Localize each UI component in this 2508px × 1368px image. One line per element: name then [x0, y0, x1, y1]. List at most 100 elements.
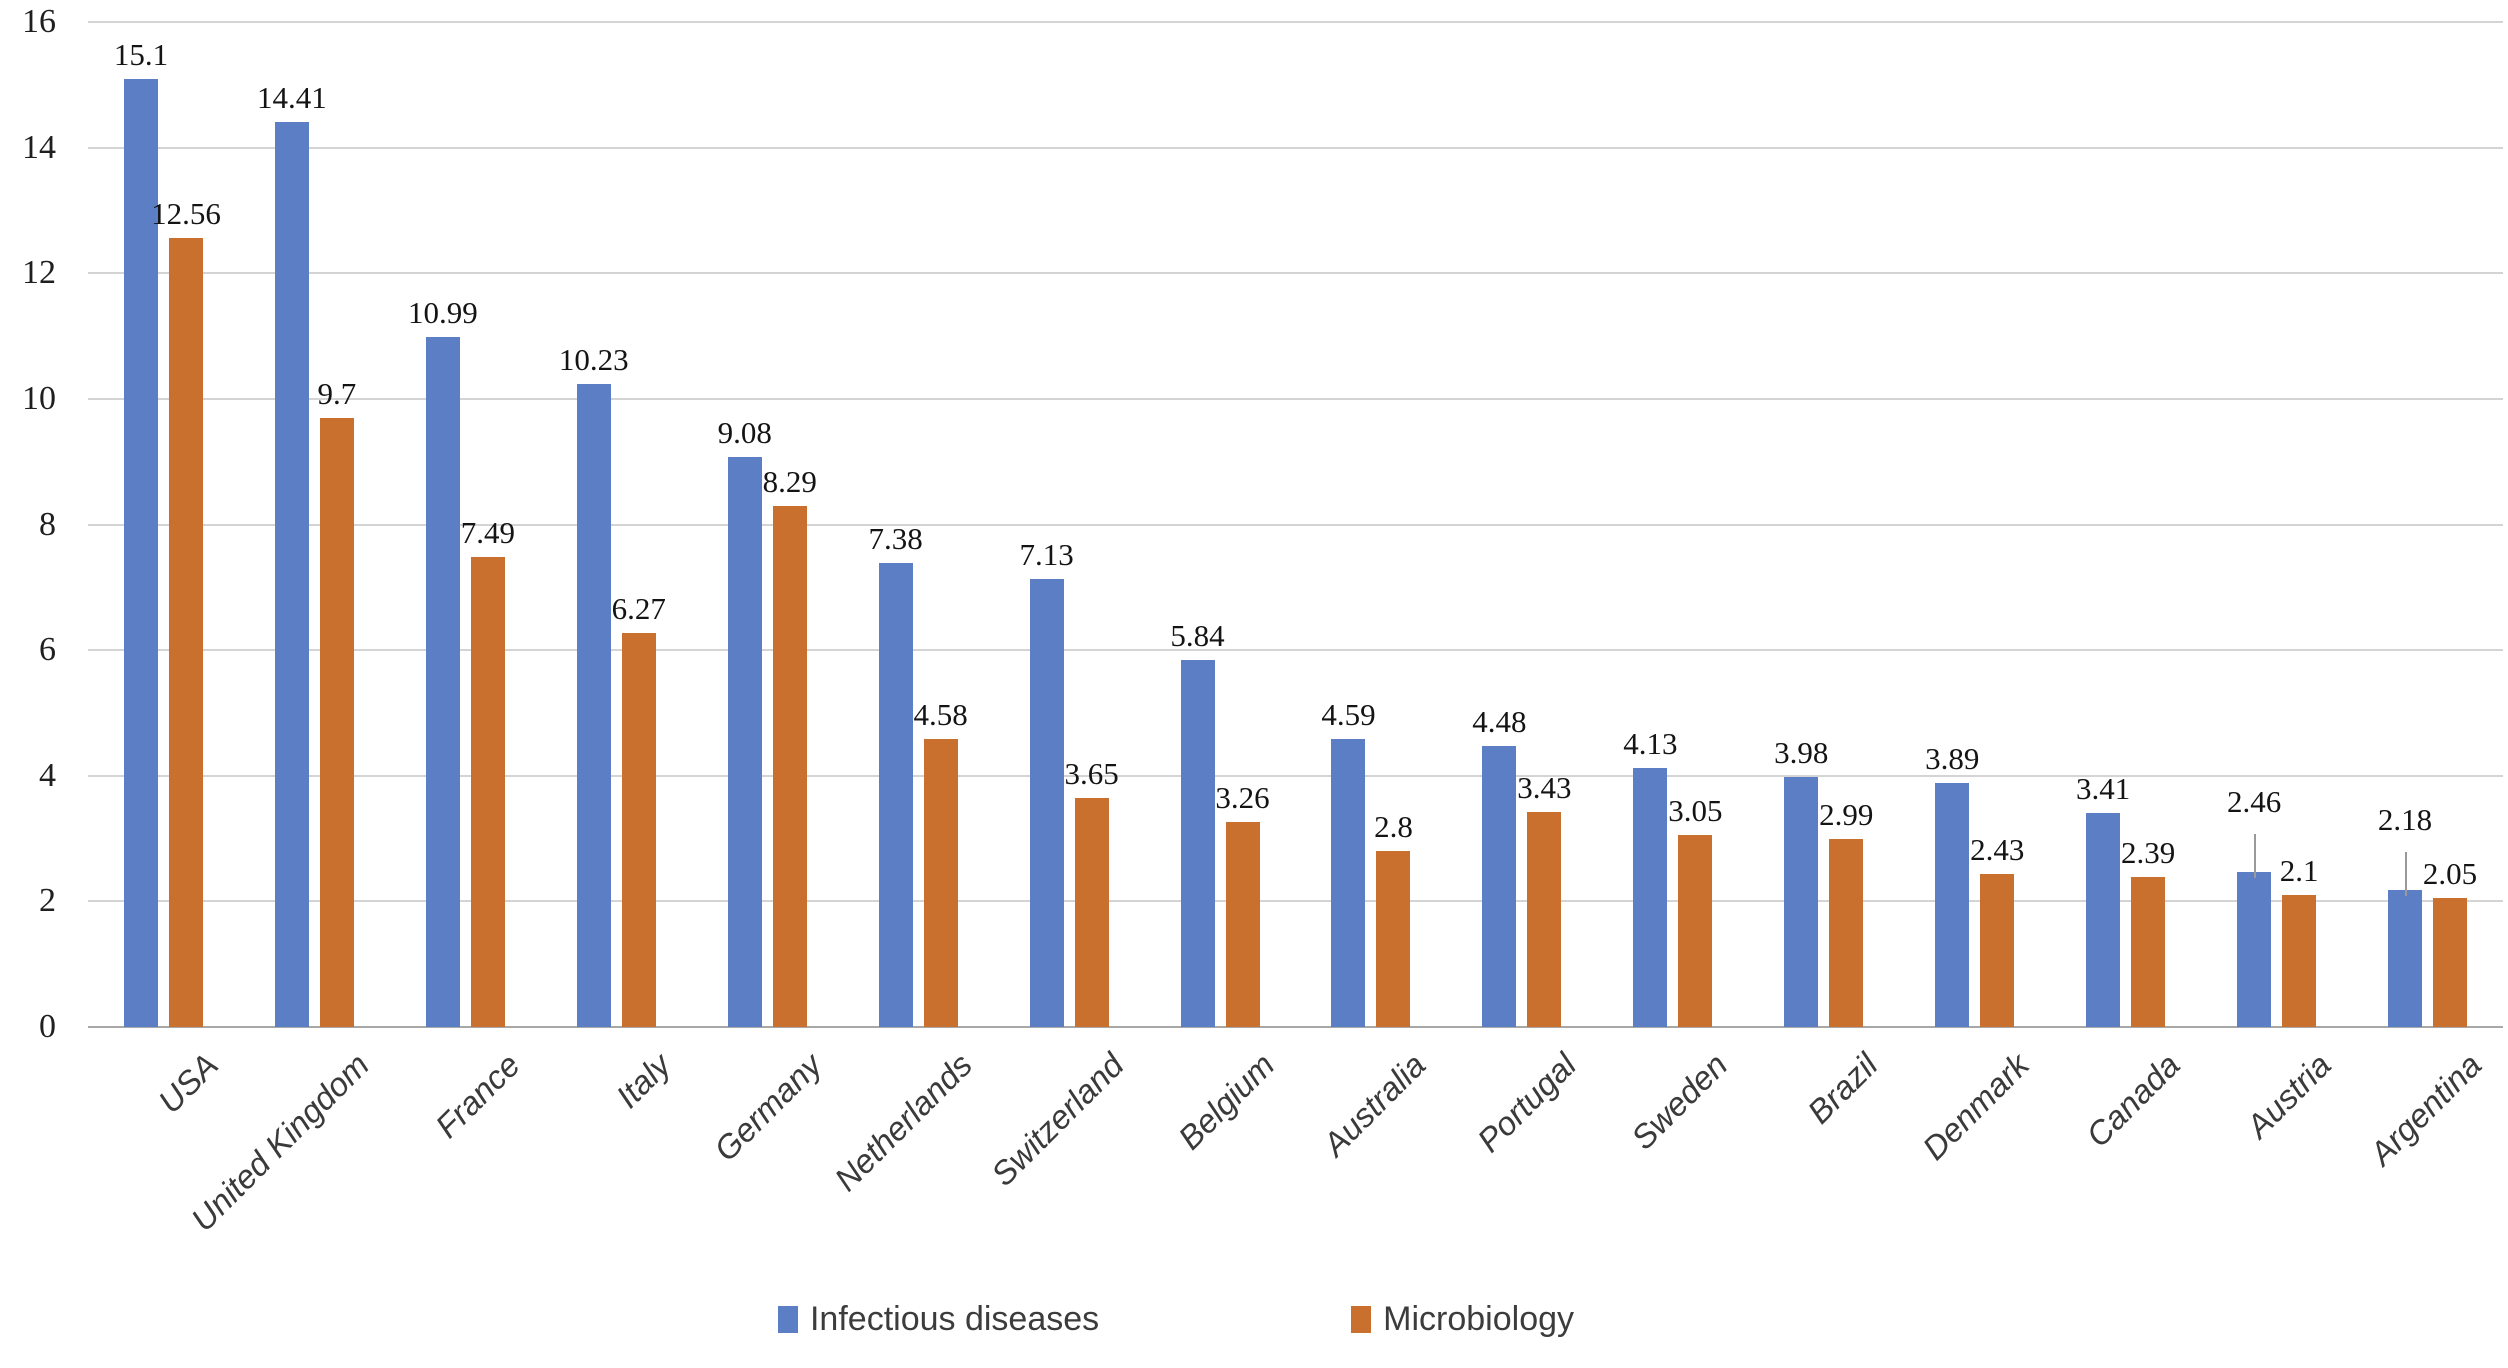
- x-tick-label: Australia: [1315, 1046, 1433, 1163]
- bar-microbiology-netherlands: 4.58: [914, 699, 968, 1027]
- bar-infectious-diseases-belgium: 5.84: [1170, 620, 1225, 1027]
- bar-value-label: 3.98: [1774, 735, 1829, 770]
- bar-value-label: 3.26: [1215, 780, 1270, 816]
- bar-infectious-diseases-brazil: 3.98: [1774, 737, 1828, 1027]
- bar-microbiology-australia: 2.8: [1374, 811, 1413, 1027]
- y-tick-label: 8: [39, 505, 56, 543]
- bar-infectious-diseases-usa: 15.1: [114, 38, 168, 1027]
- bar-value-label: 5.84: [1170, 618, 1225, 654]
- bar-microbiology-italy: 6.27: [612, 593, 666, 1027]
- x-tick-label: Germany: [706, 1046, 829, 1169]
- legend-label-infectious-diseases: Infectious diseases: [809, 1300, 1100, 1338]
- y-tick-label: 16: [22, 3, 56, 40]
- bar-microbiology-united-kingdom: 9.7: [318, 377, 356, 1027]
- bar-value-label: 2.43: [1970, 832, 2025, 868]
- chart-legend: Infectious diseases Microbiology: [0, 1300, 2430, 1339]
- bar-infectious-diseases-sweden: 4.13: [1623, 727, 1677, 1027]
- data-label-leader-line: [2405, 852, 2408, 897]
- bar-microbiology-austria: 2.1: [2280, 855, 2318, 1027]
- bar-microbiology-portugal: 3.43: [1517, 771, 1572, 1027]
- bar-infectious-diseases-france: 10.99: [408, 296, 478, 1027]
- bar-value-label: 4.48: [1472, 703, 1527, 739]
- x-tick-label: Sweden: [1623, 1046, 1735, 1157]
- bar-value-label: 10.23: [558, 342, 629, 378]
- x-tick-label: Austria: [2238, 1046, 2338, 1145]
- bar-infectious-diseases-united-kingdom: 14.41: [257, 81, 327, 1027]
- bar-value-label: 7.13: [1019, 537, 1074, 573]
- y-gridline: [88, 900, 2503, 903]
- bar-value-label: 10.99: [407, 294, 478, 330]
- bar-value-label: 2.39: [2121, 834, 2176, 870]
- bar-microbiology-switzerland: 3.65: [1064, 757, 1119, 1027]
- bar-value-label: 14.41: [257, 79, 327, 115]
- bar-infectious-diseases-netherlands: 7.38: [869, 523, 923, 1027]
- bar-infectious-diseases-germany: 9.08: [718, 416, 772, 1027]
- bar-value-label: 8.29: [762, 464, 817, 500]
- bar-value-label: 3.41: [2076, 770, 2131, 806]
- bar-value-label: 3.89: [1925, 740, 1980, 776]
- y-gridline: [88, 523, 2503, 526]
- x-axis-line: [88, 1026, 2503, 1028]
- bar-value-label: 4.13: [1623, 725, 1678, 761]
- y-tick-label: 12: [22, 254, 56, 292]
- bar-infectious-diseases-austria: 2.46: [2227, 786, 2281, 1027]
- bar-value-label: 2.1: [2279, 853, 2319, 889]
- legend-item-microbiology: Microbiology: [1351, 1300, 1574, 1339]
- bar-infectious-diseases-australia: 4.59: [1321, 698, 1376, 1027]
- bar-value-label: 3.43: [1517, 769, 1572, 805]
- x-tick-label: Denmark: [1915, 1046, 2036, 1167]
- bar-value-label: 2.05: [2422, 856, 2478, 892]
- bar-value-label: 2.8: [1374, 809, 1413, 845]
- y-gridline: [88, 774, 2503, 777]
- bar-infectious-diseases-switzerland: 7.13: [1019, 539, 1074, 1027]
- bar-value-label: 2.46: [2226, 784, 2282, 820]
- bar-microbiology-denmark: 2.43: [1970, 834, 2024, 1027]
- bar-microbiology-usa: 12.56: [151, 198, 221, 1027]
- x-tick-label: USA: [150, 1046, 225, 1121]
- y-tick-label: 4: [39, 756, 56, 794]
- bar-infectious-diseases-denmark: 3.89: [1925, 742, 1979, 1027]
- bar-value-label: 15.1: [113, 36, 169, 72]
- data-label-leader-line: [2254, 834, 2257, 879]
- bar-infectious-diseases-canada: 3.41: [2076, 772, 2130, 1027]
- bar-value-label: 2.99: [1819, 797, 1874, 833]
- bar-microbiology-france: 7.49: [461, 516, 515, 1027]
- x-tick-label: Switzerland: [983, 1046, 1131, 1193]
- bar-value-label: 6.27: [611, 591, 666, 627]
- bar-value-label: 7.38: [868, 521, 923, 557]
- bar-infectious-diseases-portugal: 4.48: [1472, 705, 1527, 1027]
- bar-infectious-diseases-argentina: 2.18: [2378, 804, 2432, 1027]
- bar-microbiology-canada: 2.39: [2121, 836, 2175, 1027]
- y-tick-label: 6: [39, 631, 56, 669]
- x-tick-label: Argentina: [2362, 1046, 2489, 1173]
- bar-value-label: 4.58: [913, 697, 968, 733]
- x-tick-label: Portugal: [1469, 1046, 1584, 1160]
- x-tick-label: Italy: [608, 1046, 678, 1115]
- y-tick-label: 10: [22, 379, 56, 417]
- y-tick-label: 14: [22, 128, 56, 166]
- bar-value-label: 2.18: [2377, 802, 2433, 838]
- bar-value-label: 9.08: [717, 414, 772, 450]
- bar-value-label: 3.05: [1668, 793, 1723, 829]
- y-tick-label: 0: [39, 1008, 56, 1045]
- y-gridline: [88, 649, 2503, 652]
- bar-microbiology-argentina: 2.05: [2423, 858, 2477, 1027]
- legend-swatch-infectious-diseases: [777, 1306, 798, 1333]
- y-gridline: [88, 146, 2503, 149]
- legend-swatch-microbiology: [1351, 1306, 1372, 1333]
- bar-infectious-diseases-italy: 10.23: [559, 344, 629, 1027]
- x-tick-label: Belgium: [1170, 1046, 1282, 1157]
- x-tick-label: Canada: [2078, 1046, 2187, 1154]
- bar-value-label: 9.7: [317, 375, 357, 411]
- x-tick-label: Brazil: [1800, 1046, 1885, 1131]
- bar-microbiology-brazil: 2.99: [1819, 799, 1873, 1027]
- x-tick-label: Netherlands: [827, 1046, 980, 1198]
- legend-item-infectious-diseases: Infectious diseases: [777, 1300, 1100, 1339]
- bar-microbiology-belgium: 3.26: [1215, 782, 1270, 1027]
- y-gridline: [88, 21, 2503, 23]
- y-gridline: [88, 397, 2503, 400]
- legend-label-microbiology: Microbiology: [1383, 1300, 1575, 1338]
- bar-microbiology-germany: 8.29: [763, 466, 817, 1027]
